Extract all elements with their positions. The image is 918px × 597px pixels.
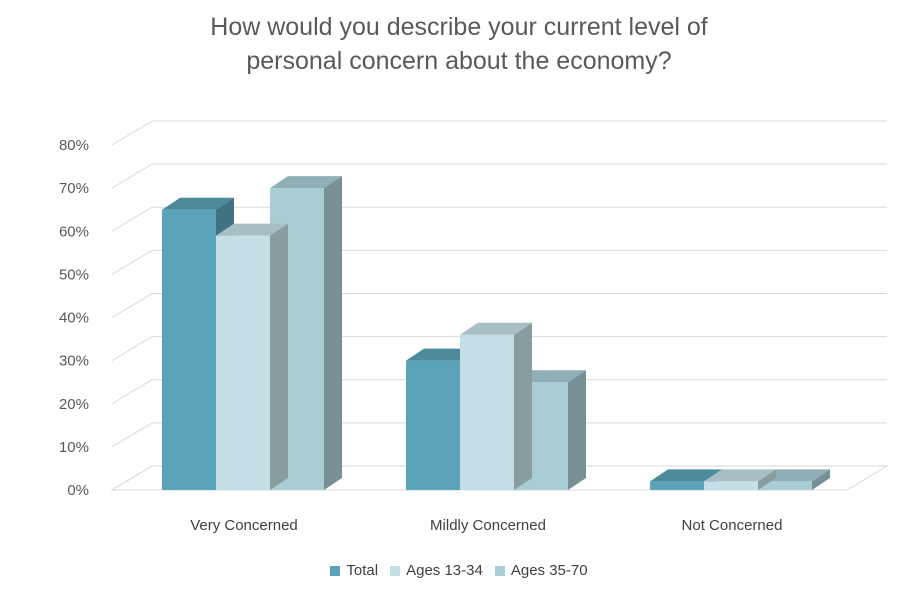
legend-swatch-total (330, 565, 341, 576)
bar-front (162, 209, 216, 490)
x-tick-label: Mildly Concerned (430, 517, 546, 534)
legend-item-ages-13-34: Ages 13-34 (390, 562, 483, 579)
bar-top (162, 197, 234, 210)
legend-item-total: Total (330, 562, 378, 579)
legend-swatch-ages-35-70 (494, 565, 505, 576)
legend: Total Ages 13-34 Ages 35-70 (0, 562, 918, 579)
bar-top (704, 469, 776, 482)
gridline (111, 422, 887, 448)
y-tick-label: 30% (59, 353, 89, 370)
y-tick-label: 80% (59, 137, 89, 154)
y-axis-ticks: 0% 10% 20% 30% 40% 50% 60% 70% 80% (59, 137, 89, 499)
y-tick-label: 40% (59, 310, 89, 327)
gridline (111, 120, 887, 146)
y-tick-label: 50% (59, 266, 89, 283)
chart-title-line-2: personal concern about the economy? (246, 47, 672, 75)
gridline (111, 336, 887, 362)
bar-front (758, 481, 812, 490)
chart-title-line-1: How would you describe your current leve… (210, 13, 708, 41)
bar-front (460, 334, 514, 490)
bar-top (270, 176, 342, 189)
bar-side (568, 370, 586, 490)
gridline (111, 293, 887, 318)
bars (162, 176, 830, 490)
bar-top (650, 469, 722, 482)
y-tick-label: 20% (59, 396, 89, 413)
bar-front (406, 360, 460, 490)
y-tick-label: 70% (59, 180, 89, 197)
y-tick-label: 0% (67, 482, 89, 499)
bar-not-concerned-ages-13-34 (704, 469, 776, 490)
bar-front (704, 481, 758, 490)
chart-title: How would you describe your current leve… (0, 10, 918, 78)
x-tick-label: Not Concerned (682, 517, 783, 534)
bar-side (270, 223, 288, 490)
legend-label-total: Total (346, 562, 379, 579)
bar-mildly-concerned-ages-13-34 (460, 322, 532, 490)
legend-label-ages-13-34: Ages 13-34 (406, 562, 483, 579)
gridline (111, 249, 887, 275)
bar-side (514, 322, 532, 490)
x-axis-ticks: Very Concerned Mildly Concerned Not Concer… (190, 517, 782, 534)
legend-label-ages-35-70: Ages 35-70 (510, 562, 588, 579)
gridline (111, 379, 887, 405)
gridline (111, 465, 887, 491)
bar-top (216, 223, 288, 236)
y-tick-label: 10% (59, 439, 89, 456)
bar-side (812, 469, 830, 490)
gridline (111, 163, 887, 189)
bar-side (324, 176, 342, 490)
legend-swatch-ages-13-34 (390, 565, 401, 576)
gridlines (111, 120, 887, 491)
gridline (111, 206, 887, 232)
bar-side (758, 469, 776, 490)
bar-front (650, 481, 704, 490)
bar-front (216, 235, 270, 490)
legend-item-ages-35-70: Ages 35-70 (494, 562, 588, 579)
bar-very-concerned-ages-13-34 (216, 223, 288, 490)
y-tick-label: 60% (59, 223, 89, 240)
x-tick-label: Very Concerned (190, 517, 298, 534)
bar-top (460, 322, 532, 335)
